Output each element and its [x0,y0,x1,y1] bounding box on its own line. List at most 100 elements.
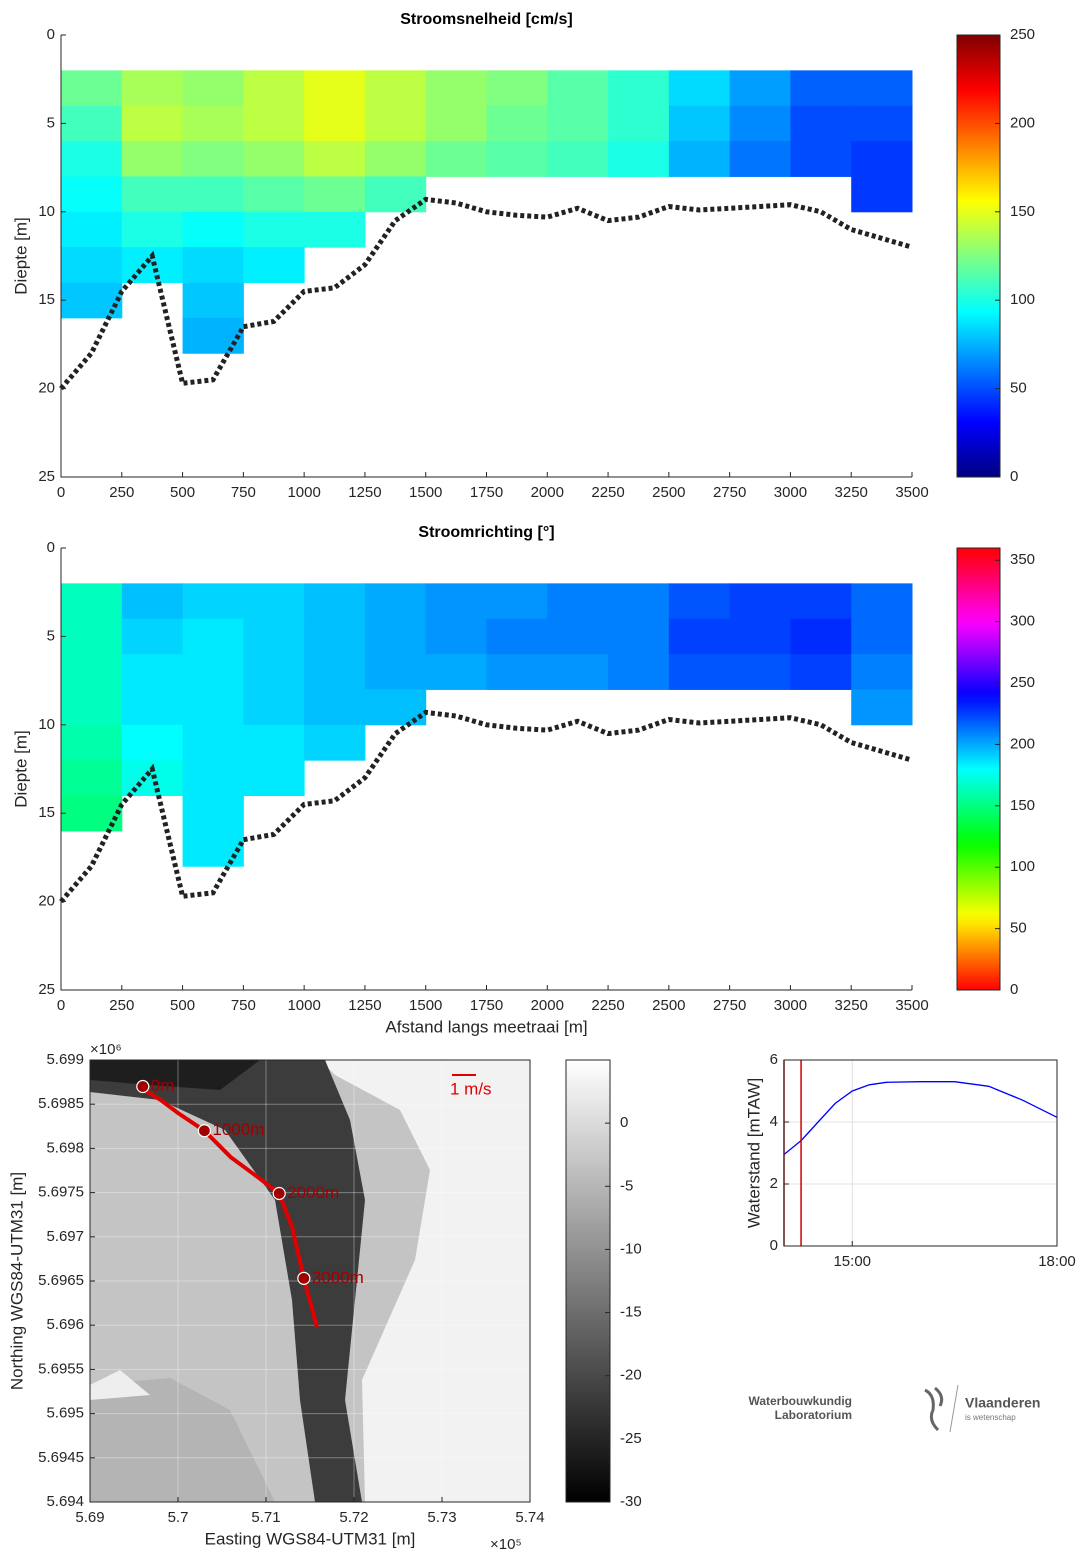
cell [61,724,123,761]
y-tick-label: 0 [47,539,55,556]
x-tick-label: 1750 [470,484,503,501]
colorbar [956,34,1001,478]
x-tick-label: 500 [170,997,195,1014]
cell [790,654,852,690]
cell [182,795,244,832]
cell [364,583,427,620]
x-tick-label: 2500 [652,484,685,501]
cell [547,141,609,177]
cell [182,247,244,284]
cell [364,618,427,655]
cell [243,176,305,213]
y-tick-label: 2 [770,1175,778,1192]
cell [425,618,487,655]
cell [182,211,244,248]
x-tick-label: 5.72 [339,1509,368,1526]
y-tick-label: 5.6945 [38,1449,84,1466]
cell [304,70,366,107]
cell [851,70,913,107]
y-tick-label: 20 [38,380,55,397]
cell [668,618,731,655]
cell [121,211,184,248]
x-tick-label: 250 [109,997,134,1014]
cell [425,583,487,620]
cell [182,830,244,867]
axis-box [783,1059,1058,1247]
x-tick-label: 1500 [409,484,442,501]
cell [790,618,852,655]
cell [61,654,123,690]
station-label: 1000m [212,1120,264,1139]
cell [243,618,305,655]
cell [425,654,487,690]
cell [486,70,548,107]
cell [486,105,548,142]
logo-icon [924,1386,944,1432]
cell [851,583,913,620]
cell [851,105,913,142]
x-multiplier: ×10⁵ [490,1536,522,1553]
cell [243,211,305,248]
cell [243,141,305,177]
colorbar-tick-label: -10 [620,1240,642,1257]
cell [304,618,366,655]
colorbar-tick-label: -20 [620,1367,642,1384]
cell [243,247,305,284]
colorbar-tick-label: 300 [1010,613,1035,630]
cell [121,724,184,761]
cell [243,760,305,797]
cell [182,689,244,726]
y-tick-label: 5.695 [46,1405,84,1422]
logo-text: is wetenschap [965,1413,1016,1422]
cell [304,176,366,213]
x-tick-label: 3000 [774,997,807,1014]
logo-text: Laboratorium [775,1408,852,1422]
station [136,1079,150,1094]
cell [425,70,487,107]
x-tick-label: 2000 [531,484,564,501]
chart-title: Stroomrichting [°] [418,524,554,541]
logo-text: Waterbouwkundig [748,1394,852,1408]
cell [608,105,670,142]
cell [668,70,731,107]
x-tick-label: 15:00 [833,1253,871,1270]
cell [851,654,913,690]
y-tick-label: 5 [47,627,55,644]
cell [364,689,427,726]
x-tick-label: 5.71 [251,1509,280,1526]
cell [790,583,852,620]
cell [243,70,305,107]
cell [486,141,548,177]
bathy-channel [90,1060,365,1502]
colorbar-tick-label: 50 [1010,380,1027,397]
colorbar-tick-label: 350 [1010,551,1035,568]
cell [668,141,731,177]
cell [182,176,244,213]
y-tick-label: 5.699 [46,1051,84,1068]
y-tick-label: 20 [38,893,55,910]
cell [243,654,305,690]
colorbar-tick-label: -15 [620,1304,642,1321]
cell [668,654,731,690]
y-axis-label: Diepte [m] [11,217,30,294]
cell [61,247,123,284]
cell [121,583,184,620]
cell [243,105,305,142]
x-tick-label: 1750 [470,997,503,1014]
cell [790,105,852,142]
station [197,1124,211,1138]
cell [364,141,427,177]
bathy-land [320,1060,530,1502]
bathy-dry [90,1370,150,1400]
x-tick-label: 3250 [835,997,868,1014]
cell [121,105,184,142]
cell [304,724,366,761]
cell [61,689,123,726]
y-axis-label: Northing WGS84-UTM31 [m] [7,1172,26,1390]
cell [243,724,305,761]
cell [61,211,123,248]
cell [304,141,366,177]
colorbar-tick-label: 150 [1010,203,1035,220]
cell [668,105,731,142]
